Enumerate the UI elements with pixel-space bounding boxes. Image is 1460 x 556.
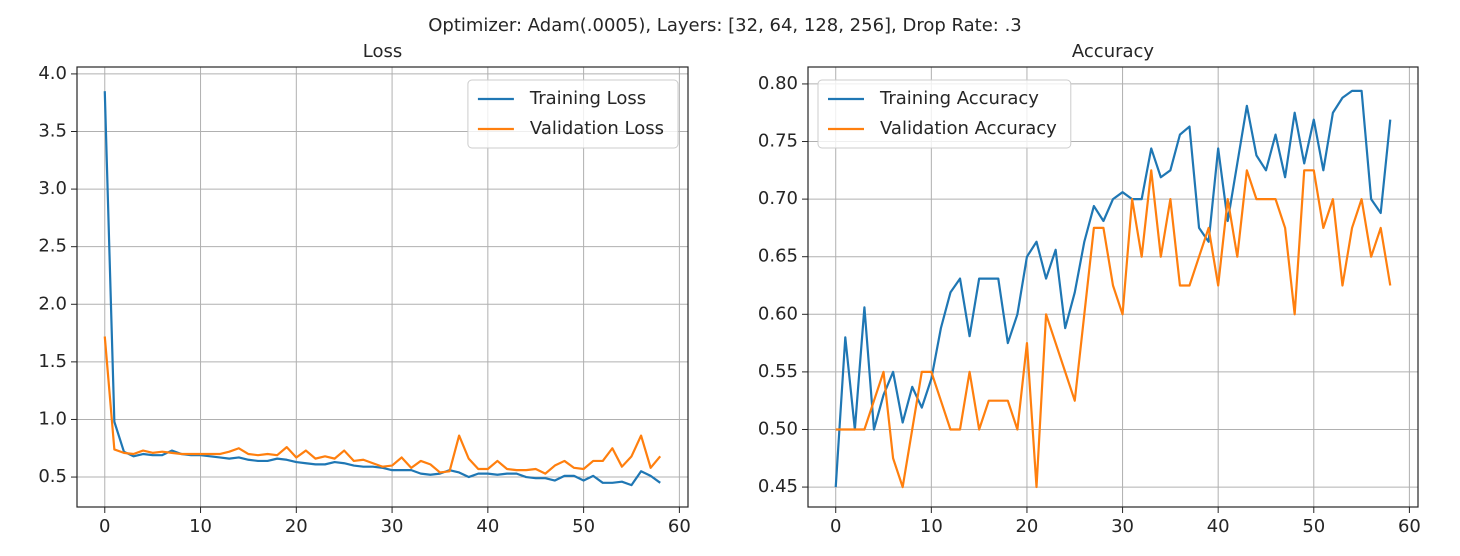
y-tick-label: 2.0 — [38, 293, 67, 314]
y-tick-label: 0.45 — [758, 476, 798, 497]
y-tick-label: 3.5 — [38, 121, 67, 142]
axes-title: Loss — [363, 41, 402, 62]
y-tick-label: 0.70 — [758, 188, 798, 209]
legend-frame — [467, 79, 679, 149]
x-tick-label: 40 — [1207, 516, 1230, 537]
y-tick-label: 4.0 — [38, 63, 67, 84]
figure-title: Optimizer: Adam(.0005), Layers: [32, 64,… — [428, 15, 1022, 36]
series-line — [103, 336, 662, 475]
legend: Training Loss Validation Loss — [467, 79, 679, 149]
series-line — [835, 169, 1392, 489]
x-tick-label: 60 — [668, 516, 691, 537]
x-tick-label: 10 — [920, 516, 943, 537]
y-tick-label: 0.55 — [758, 361, 798, 382]
x-tick-label: 50 — [572, 516, 595, 537]
legend-label: Validation Accuracy — [880, 118, 1057, 139]
x-tick-label: 30 — [381, 516, 404, 537]
legend: Training Accuracy Validation Accuracy — [817, 79, 1072, 149]
y-tick-label: 1.5 — [38, 351, 67, 372]
axes-frame — [807, 66, 1419, 508]
legend-label: Training Loss — [529, 88, 646, 109]
legend-label: Training Accuracy — [879, 88, 1039, 109]
x-tick-label: 0 — [830, 516, 841, 537]
x-tick-label: 40 — [476, 516, 499, 537]
axes-frame — [76, 66, 689, 508]
y-tick-label: 0.80 — [758, 73, 798, 94]
series-line — [103, 91, 661, 487]
y-tick-label: 0.65 — [758, 246, 798, 267]
x-tick-label: 60 — [1398, 516, 1421, 537]
y-tick-label: 2.5 — [38, 236, 67, 257]
legend-frame — [817, 79, 1072, 149]
y-tick-label: 3.0 — [38, 178, 67, 199]
legend-label: Validation Loss — [530, 118, 664, 139]
axes-title: Accuracy — [1072, 41, 1155, 62]
y-tick-label: 0.60 — [758, 303, 798, 324]
x-tick-label: 20 — [285, 516, 308, 537]
y-tick-label: 0.50 — [758, 418, 798, 439]
x-tick-label: 30 — [1111, 516, 1134, 537]
x-tick-label: 20 — [1015, 516, 1038, 537]
y-tick-label: 1.0 — [38, 408, 67, 429]
series-line — [834, 89, 1392, 488]
y-tick-label: 0.5 — [38, 466, 67, 487]
x-tick-label: 0 — [99, 516, 110, 537]
x-tick-label: 50 — [1302, 516, 1325, 537]
y-tick-label: 0.75 — [758, 131, 798, 152]
x-tick-label: 10 — [189, 516, 212, 537]
